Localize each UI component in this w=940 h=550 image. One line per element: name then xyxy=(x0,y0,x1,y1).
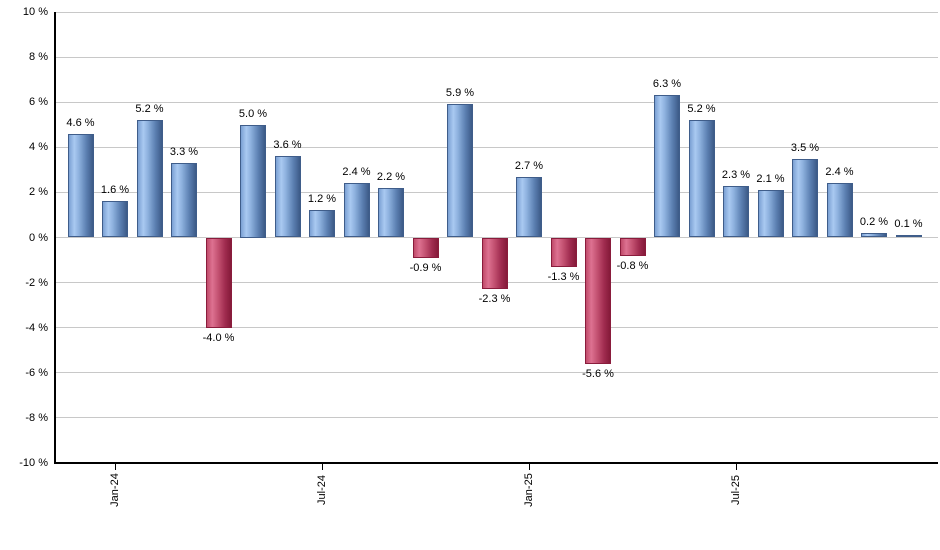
bar-value-label: 5.0 % xyxy=(238,107,268,120)
y-axis-tick-label: -6 % xyxy=(25,366,48,379)
y-gridline xyxy=(55,372,938,374)
bar xyxy=(654,95,680,238)
bar-value-label: 2.7 % xyxy=(514,159,544,172)
y-axis-tick-label: 10 % xyxy=(22,6,48,18)
bar xyxy=(550,237,577,267)
bar-value-label: -4.0 % xyxy=(202,331,235,344)
bar xyxy=(240,124,266,238)
y-axis-tick-label: 2 % xyxy=(29,186,48,199)
y-axis-tick-label: 4 % xyxy=(29,141,48,154)
bar-value-label: -0.8 % xyxy=(616,259,649,272)
bar xyxy=(792,158,818,238)
y-gridline xyxy=(55,191,938,193)
bar xyxy=(447,104,473,238)
bar-value-label: 3.5 % xyxy=(790,141,820,154)
y-gridline xyxy=(55,417,938,419)
bar-value-label: -2.3 % xyxy=(478,293,511,306)
bar-value-label: 0.1 % xyxy=(894,218,923,231)
bar-value-label: 0.2 % xyxy=(859,215,889,228)
bar xyxy=(343,183,370,238)
y-axis-tick-label: -4 % xyxy=(25,321,48,334)
bar xyxy=(205,237,232,328)
bar xyxy=(688,120,715,238)
bar-value-label: 2.4 % xyxy=(342,166,371,179)
y-axis-line xyxy=(54,12,56,464)
bar xyxy=(274,156,301,238)
x-axis-tick-mark xyxy=(322,463,323,470)
bar xyxy=(619,237,646,256)
x-axis-tick-mark xyxy=(115,463,116,470)
bar-value-label: -5.6 % xyxy=(582,367,614,380)
bar-value-label: -1.3 % xyxy=(547,270,580,283)
bar xyxy=(723,185,749,238)
x-axis-tick-label: Jul-25 xyxy=(730,475,742,505)
bar-value-label: 3.6 % xyxy=(273,139,302,152)
bar-value-label: 1.2 % xyxy=(307,193,337,206)
bar xyxy=(516,176,542,238)
y-axis-tick-label: -8 % xyxy=(25,411,48,424)
y-axis-tick-label: -2 % xyxy=(25,276,48,289)
bar-value-label: 2.1 % xyxy=(756,173,785,186)
bar-value-label: 2.3 % xyxy=(721,168,751,181)
bar-value-label: 2.4 % xyxy=(825,166,854,179)
bar xyxy=(826,183,853,238)
bar-value-label: 1.6 % xyxy=(100,184,130,197)
bar xyxy=(171,163,197,238)
bar xyxy=(895,235,922,238)
bar-value-label: 5.2 % xyxy=(687,103,716,116)
bar-value-label: 5.9 % xyxy=(445,87,475,100)
bar xyxy=(136,120,163,238)
x-axis-tick-label: Jan-24 xyxy=(109,473,121,507)
x-axis-line xyxy=(54,462,938,464)
bar xyxy=(378,187,404,238)
bar xyxy=(102,201,128,238)
x-axis-tick-mark xyxy=(529,463,530,470)
bar xyxy=(309,210,335,238)
y-axis-tick-label: 6 % xyxy=(29,96,48,109)
bar-value-label: 5.2 % xyxy=(135,103,164,116)
x-axis-tick-mark xyxy=(736,463,737,470)
x-axis-tick-label: Jan-25 xyxy=(523,473,535,507)
y-axis-tick-label: -10 % xyxy=(19,457,48,469)
bar xyxy=(861,232,887,238)
bar-value-label: 2.2 % xyxy=(376,170,406,183)
y-gridline xyxy=(55,101,938,103)
y-gridline xyxy=(55,11,938,13)
bar xyxy=(757,190,784,238)
bar-value-label: 6.3 % xyxy=(652,78,682,91)
bar-value-label: 3.3 % xyxy=(169,146,199,159)
y-gridline xyxy=(55,327,938,329)
y-axis-tick-label: 8 % xyxy=(29,51,48,64)
bar xyxy=(412,237,439,258)
bar xyxy=(67,133,94,238)
x-axis-tick-label: Jul-24 xyxy=(316,475,328,505)
bar-value-label: 4.6 % xyxy=(66,116,95,129)
bar-value-label: -0.9 % xyxy=(409,261,442,274)
bar xyxy=(481,237,508,290)
bar xyxy=(585,237,611,364)
y-gridline xyxy=(55,56,938,58)
y-gridline xyxy=(55,146,938,148)
y-axis-tick-label: 0 % xyxy=(29,231,48,244)
